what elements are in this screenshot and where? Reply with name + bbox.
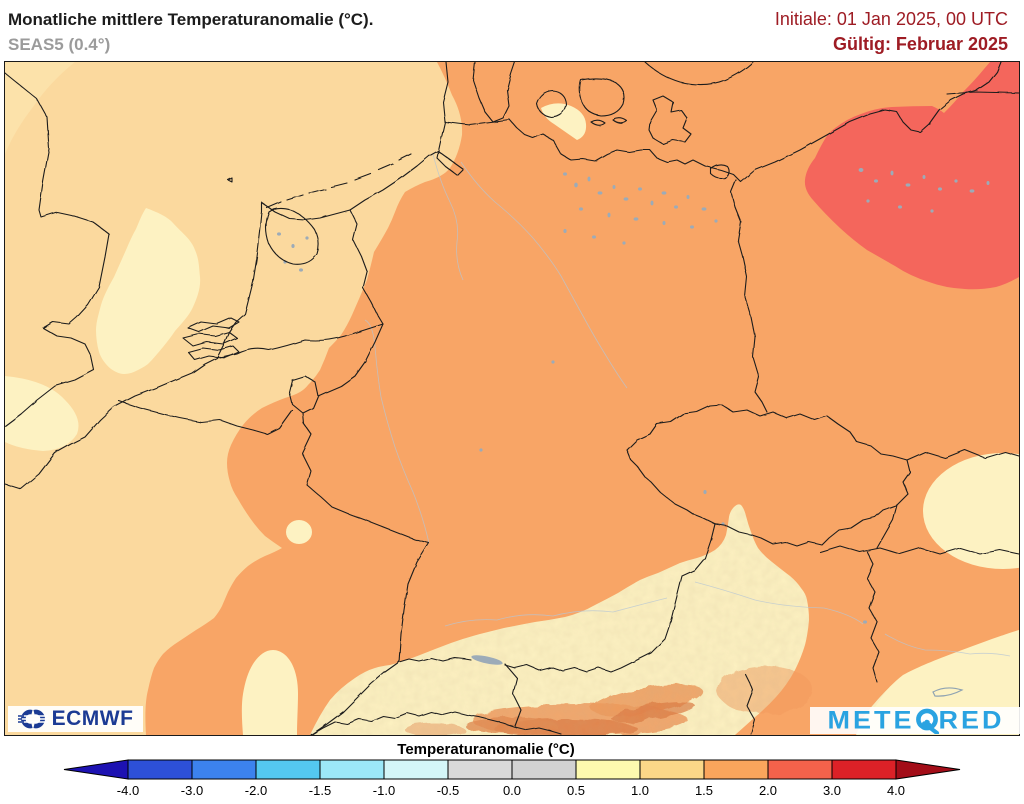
svg-text:0.0: 0.0 [503, 783, 521, 798]
svg-text:Temperaturanomalie (°C): Temperaturanomalie (°C) [397, 741, 574, 758]
svg-text:2.0: 2.0 [759, 783, 777, 798]
svg-text:-1.5: -1.5 [309, 783, 331, 798]
svg-text:1.5: 1.5 [695, 783, 713, 798]
svg-text:3.0: 3.0 [823, 783, 841, 798]
svg-text:-1.0: -1.0 [373, 783, 395, 798]
svg-text:-2.0: -2.0 [245, 783, 267, 798]
svg-text:1.0: 1.0 [631, 783, 649, 798]
svg-text:-3.0: -3.0 [181, 783, 203, 798]
svg-text:4.0: 4.0 [887, 783, 905, 798]
svg-text:0.5: 0.5 [567, 783, 585, 798]
svg-text:-0.5: -0.5 [437, 783, 459, 798]
svg-text:-4.0: -4.0 [117, 783, 139, 798]
